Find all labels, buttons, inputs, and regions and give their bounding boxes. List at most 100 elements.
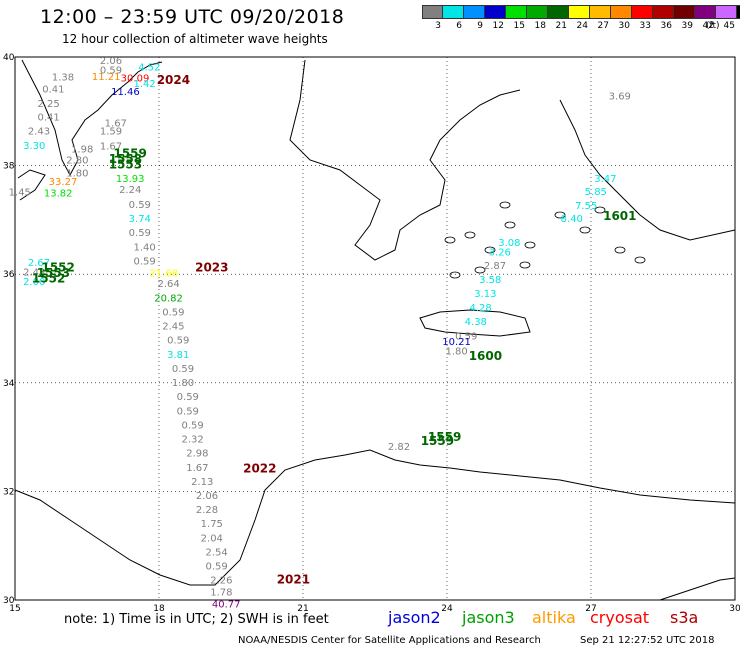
- scale-label: 33: [639, 21, 651, 31]
- wave-height-label: 1.78: [210, 588, 232, 599]
- scale-cell: 42: [695, 5, 716, 31]
- wave-height-label: 11.21: [92, 72, 121, 83]
- scale-cell: 6: [443, 5, 464, 31]
- wave-height-color-scale: 36912151821242730333639424570: [422, 5, 740, 31]
- coastline: [14, 449, 736, 586]
- wave-height-label: 2.04: [201, 533, 223, 544]
- scale-label: 9: [477, 21, 483, 31]
- chart-subtitle: 12 hour collection of altimeter wave hei…: [62, 32, 328, 46]
- island-outline: [444, 236, 456, 244]
- wave-height-label: 1.67: [100, 141, 122, 152]
- scale-swatch: [527, 5, 548, 19]
- wave-height-label: 4.52: [138, 63, 160, 74]
- wave-height-label: 5.85: [585, 187, 607, 198]
- wave-height-label: 1.42: [133, 79, 155, 90]
- legend-jason2: jason2: [388, 608, 441, 627]
- pass-time-label: 1600: [469, 349, 502, 363]
- wave-height-label: 2.00: [23, 277, 45, 288]
- lon-tick-label: 30: [729, 604, 740, 614]
- island-outline: [519, 261, 531, 269]
- scale-label: 36: [660, 21, 672, 31]
- pass-time-label: 1553: [109, 157, 142, 171]
- wave-height-label: 2.06: [100, 56, 122, 67]
- wave-height-label: 0.59: [177, 406, 199, 417]
- wave-height-label: 20.82: [154, 293, 183, 304]
- wave-height-label: 0.41: [42, 84, 64, 95]
- wave-height-label: 1.75: [201, 519, 223, 530]
- wave-height-label: 1.59: [100, 127, 122, 138]
- wave-height-label: 1.80: [172, 378, 194, 389]
- wave-height-label: 0.59: [129, 200, 151, 211]
- wave-height-label: 3.69: [609, 91, 631, 102]
- scale-cell: 15: [506, 5, 527, 31]
- scale-label: 24: [576, 21, 588, 31]
- wave-height-label: 3.26: [489, 248, 511, 259]
- island-outline: [579, 226, 591, 234]
- scale-cell: 21: [548, 5, 569, 31]
- scale-cell: 39: [674, 5, 695, 31]
- wave-height-label: 2.54: [205, 547, 227, 558]
- coastline: [289, 59, 521, 261]
- wave-height-label: 0.41: [37, 113, 59, 124]
- scale-cell: 27: [590, 5, 611, 31]
- wave-height-label: 3.08: [498, 238, 520, 249]
- scale-swatch: [611, 5, 632, 19]
- scale-unit-label: (ft): [706, 21, 720, 31]
- pass-time-label: 1559: [113, 146, 146, 160]
- wave-height-label: 0.59: [181, 420, 203, 431]
- wave-height-label: 1.80: [445, 347, 467, 358]
- wave-height-label: 2.25: [37, 99, 59, 110]
- wave-height-label: 10.21: [442, 337, 471, 348]
- scale-swatch: [737, 5, 740, 19]
- island-outline: [474, 266, 486, 274]
- pass-time-label: 1558: [109, 152, 142, 166]
- pass-time-label: 1559: [421, 434, 454, 448]
- scale-swatch: [422, 5, 443, 19]
- wave-height-label: 13.93: [116, 174, 145, 185]
- scale-cell: 9: [464, 5, 485, 31]
- island-outline: [594, 206, 606, 214]
- scale-swatch: [443, 5, 464, 19]
- wave-height-label: 2.80: [66, 155, 88, 166]
- wave-height-label: 2.26: [210, 576, 232, 587]
- coastline: [17, 169, 46, 201]
- wave-height-label: 1.67: [186, 463, 208, 474]
- lon-tick-label: 21: [297, 604, 308, 614]
- wave-height-label: 33.27: [49, 177, 78, 188]
- wave-height-label: 0.59: [129, 228, 151, 239]
- pass-time-label: 1559: [428, 430, 461, 444]
- scale-cell: 30: [611, 5, 632, 31]
- lon-tick-label: 15: [9, 604, 20, 614]
- scale-label: 6: [456, 21, 462, 31]
- wave-height-label: 2.64: [157, 279, 179, 290]
- wave-height-label: 0.59: [100, 65, 122, 76]
- chart-title: 12:00 – 23:59 UTC 09/20/2018: [40, 6, 345, 28]
- scale-label: 39: [681, 21, 693, 31]
- wave-height-label: 1.45: [9, 187, 31, 198]
- wave-height-label: 8.40: [561, 214, 583, 225]
- wave-height-label: 1.67: [105, 119, 127, 130]
- wave-height-label: 4.38: [465, 317, 487, 328]
- scale-swatch: [590, 5, 611, 19]
- scale-label: 18: [534, 21, 546, 31]
- scale-label: 21: [555, 21, 567, 31]
- pass-time-label: 2024: [157, 73, 190, 87]
- pass-time-label: 1552: [32, 271, 65, 285]
- scale-label: 15: [513, 21, 525, 31]
- scale-cell: 12: [485, 5, 506, 31]
- wave-height-label: 2.43: [23, 267, 45, 278]
- scale-label: 45: [723, 21, 735, 31]
- island-outline: [634, 256, 646, 264]
- wave-height-label: 3.74: [129, 214, 151, 225]
- wave-height-label: 2.43: [28, 127, 50, 138]
- wave-height-label: 2.82: [388, 442, 410, 453]
- scale-label: 27: [597, 21, 609, 31]
- scale-swatch: [653, 5, 674, 19]
- scale-swatch: [569, 5, 590, 19]
- lat-tick-label: 38: [3, 162, 15, 172]
- lat-tick-label: 36: [3, 270, 15, 280]
- wave-height-label: 0.59: [133, 256, 155, 267]
- lat-tick-label: 40: [3, 53, 15, 63]
- scale-swatch: [674, 5, 695, 19]
- coastline: [659, 577, 736, 601]
